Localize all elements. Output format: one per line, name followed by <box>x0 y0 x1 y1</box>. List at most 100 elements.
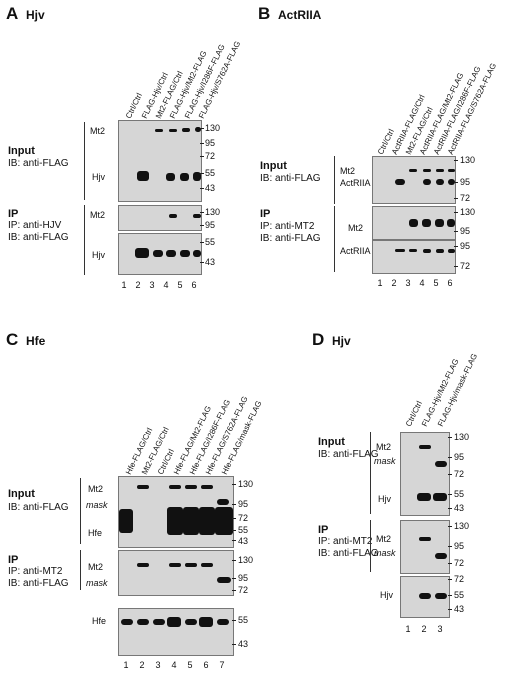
mw-marker: 95 <box>205 138 216 148</box>
lane-number: 5 <box>433 278 439 288</box>
section-title: IP <box>260 208 271 220</box>
mw-marker: 130 <box>460 155 476 165</box>
blot-ip <box>118 550 234 596</box>
mw-tick <box>454 266 458 267</box>
mw-tick <box>200 156 204 157</box>
protein-band <box>419 445 431 449</box>
band-label: Hjv <box>378 494 391 504</box>
section-title: IP <box>318 524 329 536</box>
mw-tick <box>454 198 458 199</box>
protein-band <box>448 169 455 172</box>
protein-band <box>435 219 444 227</box>
protein-band <box>409 249 417 252</box>
band-label: Mt2 <box>348 223 364 233</box>
mw-tick <box>448 563 452 564</box>
mw-tick <box>448 474 452 475</box>
lane-number: 5 <box>177 280 183 290</box>
protein-band <box>436 169 444 172</box>
protein-band <box>436 249 444 253</box>
protein-band <box>422 219 431 227</box>
blot-input <box>118 476 234 548</box>
blot-ip <box>118 205 202 231</box>
mw-marker: 95 <box>238 499 249 509</box>
lane-number: 4 <box>163 280 169 290</box>
lane-number: 1 <box>121 280 127 290</box>
mw-marker: 95 <box>454 452 465 462</box>
mw-tick <box>200 242 204 243</box>
band-label: mask <box>86 500 108 510</box>
blot-ip-reprobe <box>372 240 456 274</box>
section-label: IP: anti-MT2 <box>8 566 63 577</box>
mw-marker: 130 <box>238 555 254 565</box>
blot-ip-reprobe <box>118 233 202 275</box>
protein-band <box>215 507 233 535</box>
protein-band <box>166 250 176 257</box>
mw-tick <box>454 231 458 232</box>
protein-band <box>435 461 447 467</box>
protein-band <box>436 179 444 185</box>
mw-marker: 43 <box>205 183 216 193</box>
band-label: Mt2 <box>88 484 104 494</box>
protein-band <box>433 493 447 501</box>
mw-marker: 55 <box>205 237 216 247</box>
section-title: Input <box>260 160 287 172</box>
band-label: Mt2 <box>376 534 392 544</box>
protein-band <box>121 619 133 625</box>
protein-band <box>435 593 447 599</box>
mw-marker: 130 <box>205 207 221 217</box>
band-label: ActRIIA <box>340 246 371 256</box>
mw-marker: 95 <box>205 220 216 230</box>
lane-number: 6 <box>191 280 197 290</box>
mw-tick <box>232 484 236 485</box>
mw-tick <box>448 579 452 580</box>
protein-band <box>180 173 189 181</box>
protein-band <box>193 214 201 218</box>
mw-tick <box>454 182 458 183</box>
protein-band <box>137 619 149 625</box>
mw-tick <box>232 560 236 561</box>
protein-band <box>180 250 190 257</box>
mw-tick <box>200 262 204 263</box>
band-label: Mt2 <box>90 210 106 220</box>
mw-tick <box>448 508 452 509</box>
mw-marker: 43 <box>238 639 249 649</box>
protein-band <box>395 179 405 185</box>
protein-band <box>195 127 201 132</box>
protein-band <box>419 593 431 599</box>
blot-input <box>400 432 450 516</box>
section-title: Input <box>8 145 35 157</box>
mw-marker: 130 <box>454 432 470 442</box>
protein-band <box>447 219 455 227</box>
lane-number: 6 <box>203 660 209 670</box>
mw-tick <box>232 504 236 505</box>
protein-band <box>119 509 133 533</box>
protein-band <box>169 563 181 567</box>
bracket-line <box>370 432 371 514</box>
mw-tick <box>448 494 452 495</box>
protein-band <box>135 248 149 258</box>
lane-number: 6 <box>447 278 453 288</box>
band-label: Mt2 <box>88 562 104 572</box>
lane-number: 2 <box>135 280 141 290</box>
mw-marker: 95 <box>460 226 471 236</box>
mw-tick <box>448 526 452 527</box>
mw-tick <box>200 225 204 226</box>
section-title: IP <box>8 554 19 566</box>
mw-marker: 130 <box>454 521 470 531</box>
protein-band <box>201 485 213 489</box>
panel-letter: A <box>6 4 19 23</box>
mw-tick <box>200 188 204 189</box>
protein-band <box>448 249 455 253</box>
protein-band <box>185 619 197 625</box>
protein-band <box>167 617 181 627</box>
panel-title: Hfe <box>26 334 46 348</box>
protein-band <box>153 619 165 625</box>
protein-band <box>423 169 431 172</box>
lane-number: 3 <box>155 660 161 670</box>
protein-band <box>183 507 199 535</box>
protein-band <box>409 169 417 172</box>
mw-marker: 55 <box>454 489 465 499</box>
lane-number: 1 <box>405 624 411 634</box>
protein-band <box>201 563 213 567</box>
band-label: Mt2 <box>90 126 106 136</box>
